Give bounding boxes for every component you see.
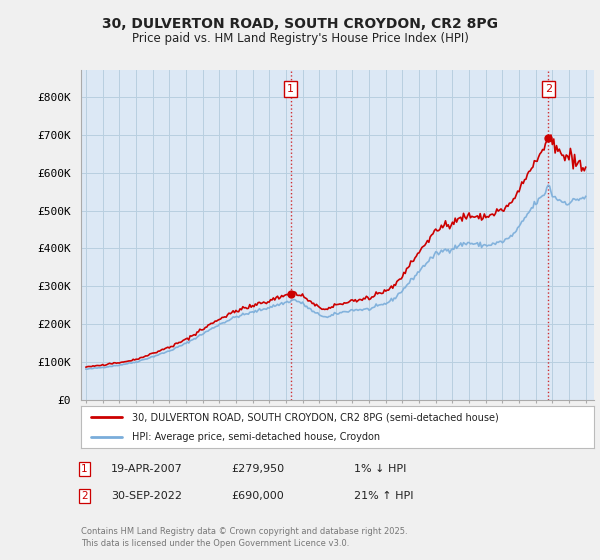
Text: 1: 1 (81, 464, 88, 474)
Text: 1% ↓ HPI: 1% ↓ HPI (354, 464, 406, 474)
Text: 2: 2 (81, 491, 88, 501)
Text: 30, DULVERTON ROAD, SOUTH CROYDON, CR2 8PG (semi-detached house): 30, DULVERTON ROAD, SOUTH CROYDON, CR2 8… (133, 412, 499, 422)
Text: 19-APR-2007: 19-APR-2007 (111, 464, 183, 474)
Text: 2: 2 (545, 84, 552, 94)
Text: £690,000: £690,000 (231, 491, 284, 501)
Text: 21% ↑ HPI: 21% ↑ HPI (354, 491, 413, 501)
Text: 30, DULVERTON ROAD, SOUTH CROYDON, CR2 8PG: 30, DULVERTON ROAD, SOUTH CROYDON, CR2 8… (102, 16, 498, 30)
Text: £279,950: £279,950 (231, 464, 284, 474)
Text: Price paid vs. HM Land Registry's House Price Index (HPI): Price paid vs. HM Land Registry's House … (131, 31, 469, 45)
Text: Contains HM Land Registry data © Crown copyright and database right 2025.
This d: Contains HM Land Registry data © Crown c… (81, 527, 407, 548)
Text: 30-SEP-2022: 30-SEP-2022 (111, 491, 182, 501)
Text: HPI: Average price, semi-detached house, Croydon: HPI: Average price, semi-detached house,… (133, 432, 380, 442)
Text: 1: 1 (287, 84, 294, 94)
